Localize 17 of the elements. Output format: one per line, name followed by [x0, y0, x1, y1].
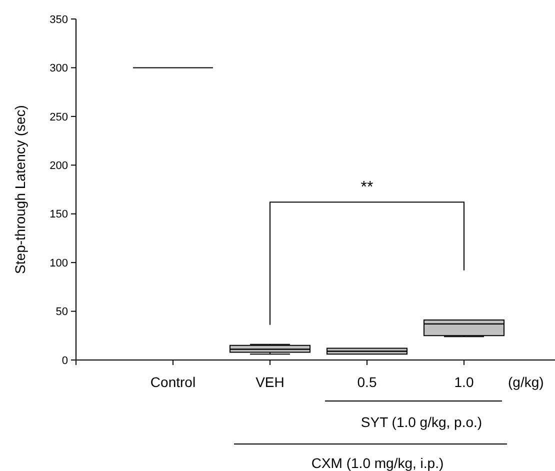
y-tick-label: 150: [50, 208, 68, 221]
y-tick-label: 250: [50, 111, 68, 124]
y-tick-label: 300: [50, 62, 68, 75]
text: CXM (1.0 mg/kg, i.p.): [311, 455, 444, 471]
y-tick-label: 50: [56, 306, 68, 318]
x-tick-label: VEH: [256, 374, 284, 390]
x-tick-label: 1.0: [454, 374, 474, 390]
y-tick-label: 200: [50, 160, 68, 172]
y-tick-label: 350: [50, 14, 68, 26]
text: SYT (1.0 g/kg, p.o.): [360, 414, 482, 430]
annotation: **: [360, 179, 374, 196]
y-axis-title: Step-through Latency (sec): [12, 105, 28, 274]
y-tick-label: 0: [62, 354, 68, 367]
x-tick-label: Control: [150, 374, 196, 390]
x-tick-label: 0.5: [357, 374, 377, 390]
text: (g/kg): [508, 374, 544, 390]
y-tick-label: 100: [50, 257, 68, 270]
